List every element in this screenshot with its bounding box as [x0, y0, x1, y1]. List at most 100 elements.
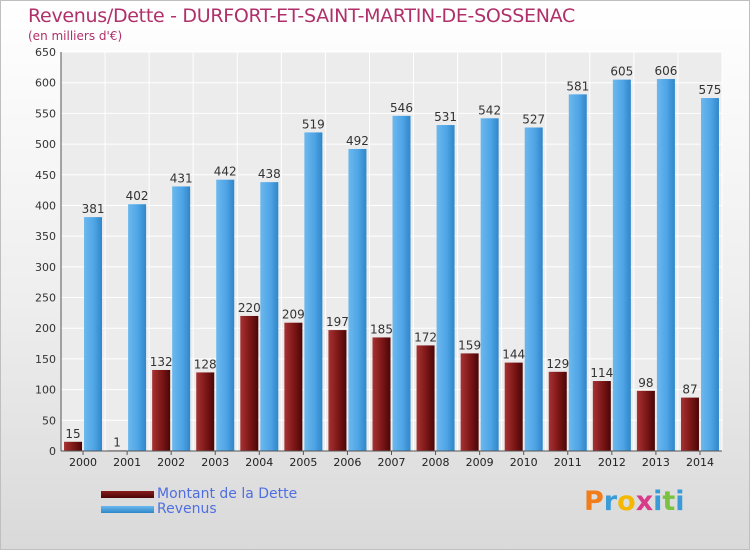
x-tick-label: 2002	[157, 456, 185, 469]
y-tick-label: 350	[35, 230, 56, 243]
debt-value-label: 15	[65, 427, 80, 441]
debt-value-label: 185	[370, 322, 393, 336]
revenue-value-label: 402	[126, 189, 149, 203]
revenue-bar	[128, 204, 147, 451]
debt-bar	[328, 330, 347, 451]
x-tick-label: 2014	[686, 456, 714, 469]
revenue-bar	[480, 118, 499, 452]
debt-bar	[416, 345, 435, 451]
revenue-bar	[436, 125, 455, 451]
logo-letter: o	[617, 486, 636, 517]
revenue-bar	[524, 127, 543, 451]
revenue-bar	[172, 186, 191, 451]
logo-letter: t	[662, 486, 676, 517]
x-tick-label: 2010	[510, 456, 538, 469]
x-tick-label: 2012	[598, 456, 626, 469]
revenue-value-label: 606	[654, 64, 677, 78]
debt-value-label: 98	[638, 376, 653, 390]
x-tick-label: 2009	[466, 456, 494, 469]
y-tick-label: 300	[35, 261, 56, 274]
debt-bar	[680, 397, 699, 451]
legend-label-debt: Montant de la Dette	[157, 486, 298, 502]
revenue-value-label: 581	[566, 79, 589, 93]
revenue-bar	[348, 148, 367, 452]
logo-letter: x	[635, 486, 654, 517]
logo-letter: i	[653, 486, 663, 517]
x-tick-label: 2003	[201, 456, 229, 469]
revenue-bar	[392, 115, 411, 451]
debt-value-label: 172	[414, 330, 437, 344]
revenue-value-label: 527	[522, 113, 545, 127]
debt-bar	[64, 441, 83, 451]
revenue-value-label: 605	[610, 65, 633, 79]
revenue-value-label: 492	[346, 134, 369, 148]
revenue-bar	[700, 98, 719, 452]
proxiti-logo: Proxiti	[584, 486, 685, 517]
logo-letter: r	[603, 486, 618, 517]
chart-subtitle: (en milliers d'€)	[28, 29, 123, 43]
y-tick-label: 0	[49, 445, 56, 458]
debt-value-label: 197	[326, 315, 349, 329]
debt-bar	[240, 315, 259, 451]
debt-value-label: 220	[238, 301, 261, 315]
debt-bar	[372, 337, 391, 451]
revenue-bar	[656, 79, 675, 452]
legend-swatch-revenue	[101, 506, 154, 513]
x-tick-label: 2005	[289, 456, 317, 469]
debt-value-label: 129	[546, 357, 569, 371]
x-tick-label: 2004	[245, 456, 273, 469]
plot-area	[61, 52, 722, 451]
revenue-value-label: 381	[82, 202, 105, 216]
y-tick-label: 550	[35, 107, 56, 120]
revenue-value-label: 519	[302, 117, 325, 131]
debt-value-label: 132	[150, 355, 173, 369]
revenue-value-label: 531	[434, 110, 457, 124]
revenue-value-label: 438	[258, 167, 281, 181]
x-tick-label: 2013	[642, 456, 670, 469]
x-tick-label: 2001	[113, 456, 141, 469]
y-tick-label: 200	[35, 322, 56, 335]
debt-value-label: 1	[113, 435, 121, 449]
debt-value-label: 159	[458, 338, 481, 352]
revenue-bar	[304, 132, 323, 451]
revenue-value-label: 542	[478, 103, 501, 117]
revenue-value-label: 442	[214, 165, 237, 179]
revenue-value-label: 546	[390, 101, 413, 115]
debt-bar	[460, 353, 479, 451]
y-tick-label: 500	[35, 138, 56, 151]
x-tick-label: 2008	[422, 456, 450, 469]
debt-bar	[196, 372, 215, 451]
revenue-value-label: 575	[699, 83, 722, 97]
debt-bar	[504, 362, 523, 451]
y-tick-label: 650	[35, 46, 56, 59]
legend-label-revenue: Revenus	[157, 501, 217, 517]
debt-bar	[592, 381, 611, 451]
revenue-bar	[568, 94, 587, 452]
y-tick-label: 50	[42, 414, 56, 427]
debt-bar	[284, 322, 303, 451]
debt-bar	[152, 369, 171, 451]
y-tick-label: 100	[35, 384, 56, 397]
y-tick-label: 600	[35, 77, 56, 90]
y-tick-label: 400	[35, 199, 56, 212]
y-tick-label: 450	[35, 169, 56, 182]
legend-swatch-debt	[101, 491, 154, 498]
x-tick-label: 2007	[378, 456, 406, 469]
debt-value-label: 144	[502, 348, 525, 362]
x-tick-label: 2006	[333, 456, 361, 469]
debt-bar	[636, 390, 655, 451]
debt-value-label: 209	[282, 308, 305, 322]
y-tick-label: 250	[35, 292, 56, 305]
logo-letter: P	[584, 486, 604, 517]
debt-bar	[548, 371, 567, 451]
x-tick-label: 2000	[69, 456, 97, 469]
revenue-bar	[612, 79, 631, 451]
revenue-bar	[84, 217, 103, 451]
debt-value-label: 128	[194, 357, 217, 371]
y-tick-label: 150	[35, 353, 56, 366]
revenue-bar	[216, 179, 235, 451]
chart-title: Revenus/Dette - DURFORT-ET-SAINT-MARTIN-…	[28, 5, 575, 27]
logo-letter: i	[675, 486, 685, 517]
